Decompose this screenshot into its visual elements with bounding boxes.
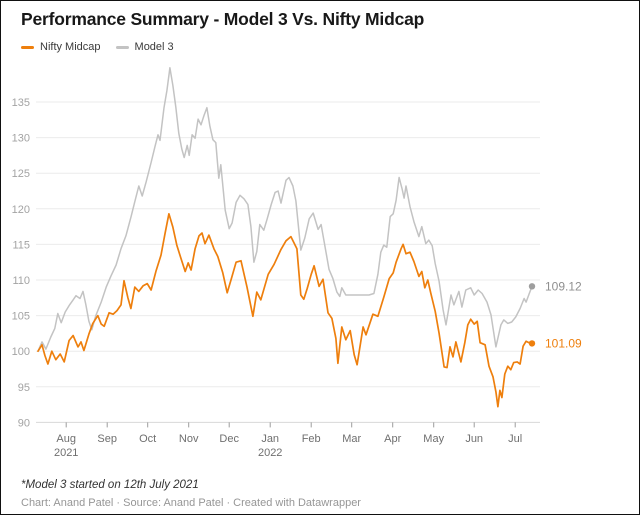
- x-tick-label: Nov: [179, 433, 199, 445]
- series-end-value-nifty-midcap: 101.09: [545, 336, 582, 350]
- y-tick-label: 110: [12, 275, 30, 287]
- legend-label-nifty-midcap: Nifty Midcap: [40, 41, 101, 53]
- legend-item-nifty-midcap: Nifty Midcap: [21, 41, 101, 53]
- y-tick-label: 130: [12, 133, 30, 145]
- x-tick-year-label: 2022: [258, 447, 282, 459]
- series-line-model-3: [37, 67, 533, 352]
- y-tick-label: 100: [12, 346, 30, 358]
- x-tick-label: May: [423, 433, 444, 445]
- x-tick-label: Mar: [342, 433, 361, 445]
- x-tick-label: Feb: [302, 433, 321, 445]
- x-tick-label: Jul: [508, 433, 522, 445]
- x-tick-label: Dec: [219, 433, 239, 445]
- series-end-dot-model-3: [528, 283, 536, 290]
- x-tick-label: Apr: [384, 433, 401, 445]
- page-title: Performance Summary - Model 3 Vs. Nifty …: [21, 9, 425, 29]
- y-tick-label: 135: [12, 97, 30, 109]
- legend-item-model-3: Model 3: [115, 41, 174, 53]
- legend-label-model-3: Model 3: [134, 41, 174, 53]
- y-tick-label: 115: [12, 239, 30, 251]
- y-tick-label: 120: [12, 204, 30, 216]
- series-end-dot-nifty-midcap: [528, 340, 536, 347]
- x-tick-label: Aug: [56, 433, 76, 445]
- legend: Nifty Midcap Model 3: [21, 41, 174, 53]
- x-tick-label: Jun: [465, 433, 483, 445]
- x-tick-label: Oct: [139, 433, 156, 445]
- y-tick-label: 125: [12, 168, 30, 180]
- footnote: *Model 3 started on 12th July 2021: [21, 479, 199, 491]
- series-line-nifty-midcap: [37, 212, 533, 408]
- attribution: Chart: Anand Patel · Source: Anand Patel…: [21, 497, 361, 509]
- x-tick-year-label: 2021: [54, 447, 78, 459]
- y-tick-label: 90: [18, 417, 30, 429]
- legend-swatch-nifty-midcap: [21, 45, 34, 49]
- x-tick-label: Jan: [261, 433, 279, 445]
- legend-swatch-model-3: [115, 45, 129, 49]
- series-end-value-model-3: 109.12: [545, 279, 582, 293]
- y-tick-label: 95: [18, 382, 30, 394]
- x-tick-label: Sep: [97, 433, 117, 445]
- line-chart-svg: 135 130 125 120 115 110 105 100 95 90 Aug 2021 Sep Oc…: [12, 67, 582, 459]
- y-tick-label: 105: [12, 311, 30, 323]
